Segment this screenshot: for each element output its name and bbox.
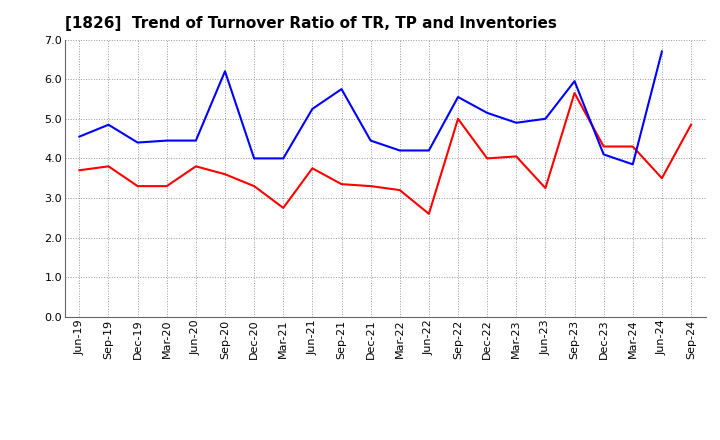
Trade Receivables (570, 90, 579, 95)
Trade Payables (570, 78, 579, 84)
Trade Receivables (657, 176, 666, 181)
Trade Payables (104, 122, 113, 128)
Trade Payables (541, 116, 550, 121)
Trade Payables (366, 138, 375, 143)
Trade Payables (454, 95, 462, 100)
Trade Receivables (250, 183, 258, 189)
Trade Payables (163, 138, 171, 143)
Line: Trade Receivables: Trade Receivables (79, 93, 691, 214)
Trade Receivables (687, 122, 696, 128)
Trade Payables (250, 156, 258, 161)
Trade Payables (192, 138, 200, 143)
Trade Payables (657, 49, 666, 54)
Trade Payables (308, 106, 317, 111)
Text: [1826]  Trend of Turnover Ratio of TR, TP and Inventories: [1826] Trend of Turnover Ratio of TR, TP… (65, 16, 557, 32)
Trade Payables (337, 86, 346, 92)
Trade Payables (512, 120, 521, 125)
Trade Receivables (425, 211, 433, 216)
Trade Receivables (395, 187, 404, 193)
Trade Receivables (192, 164, 200, 169)
Trade Receivables (629, 144, 637, 149)
Trade Payables (629, 161, 637, 167)
Trade Receivables (220, 172, 229, 177)
Trade Payables (599, 152, 608, 157)
Line: Trade Payables: Trade Payables (79, 51, 662, 164)
Trade Receivables (75, 168, 84, 173)
Trade Receivables (337, 181, 346, 187)
Trade Receivables (133, 183, 142, 189)
Trade Payables (425, 148, 433, 153)
Trade Receivables (512, 154, 521, 159)
Trade Receivables (308, 165, 317, 171)
Trade Receivables (366, 183, 375, 189)
Trade Payables (279, 156, 287, 161)
Trade Receivables (599, 144, 608, 149)
Trade Receivables (454, 116, 462, 121)
Trade Receivables (483, 156, 492, 161)
Trade Payables (395, 148, 404, 153)
Trade Payables (483, 110, 492, 115)
Trade Payables (75, 134, 84, 139)
Trade Payables (220, 69, 229, 74)
Trade Receivables (279, 205, 287, 210)
Trade Receivables (541, 186, 550, 191)
Trade Receivables (163, 183, 171, 189)
Trade Receivables (104, 164, 113, 169)
Trade Payables (133, 140, 142, 145)
